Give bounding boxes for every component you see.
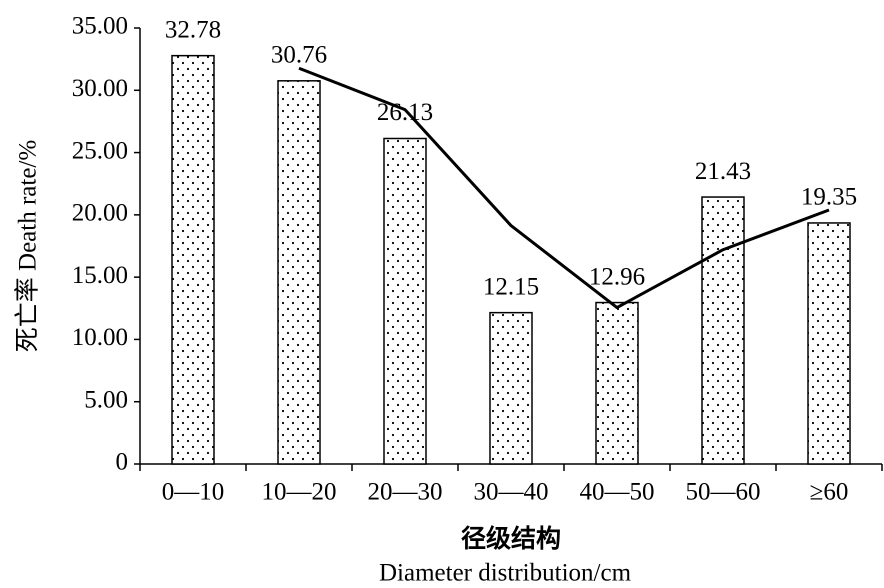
bar bbox=[171, 54, 215, 465]
bar bbox=[489, 311, 533, 465]
x-axis-label-en: Diameter distribution/cm bbox=[379, 560, 632, 587]
bar bbox=[701, 196, 745, 465]
y-tick-label: 10.00 bbox=[72, 324, 128, 351]
data-label: 12.15 bbox=[483, 273, 539, 300]
bar bbox=[277, 80, 321, 465]
y-tick-label: 0 bbox=[116, 449, 129, 476]
y-tick-label: 20.00 bbox=[72, 200, 128, 227]
x-axis-label: 径级结构 bbox=[461, 524, 561, 553]
bar bbox=[383, 137, 427, 465]
y-tick-label: 15.00 bbox=[72, 262, 128, 289]
x-tick-label: 40—50 bbox=[580, 479, 655, 506]
bar bbox=[595, 301, 639, 465]
data-label: 12.96 bbox=[589, 263, 645, 290]
data-label: 19.35 bbox=[801, 184, 857, 211]
y-axis-label: 死亡率 Death rate/% bbox=[14, 140, 42, 352]
x-tick-label: 20—30 bbox=[368, 479, 443, 506]
data-label: 32.78 bbox=[165, 16, 221, 43]
y-tick-label: 30.00 bbox=[72, 75, 128, 102]
y-tick-label: 5.00 bbox=[84, 386, 128, 413]
y-tick-label: 25.00 bbox=[72, 137, 128, 164]
trend-line bbox=[298, 66, 830, 310]
data-label: 21.43 bbox=[695, 158, 751, 185]
bar bbox=[807, 222, 851, 465]
y-tick-label: 35.00 bbox=[72, 13, 128, 40]
x-tick-label: 10—20 bbox=[262, 479, 337, 506]
x-tick-label: 50—60 bbox=[686, 479, 761, 506]
data-label: 30.76 bbox=[271, 42, 327, 69]
x-tick-label: 30—40 bbox=[474, 479, 549, 506]
x-tick-label: 0—10 bbox=[162, 479, 225, 506]
x-tick-label: ≥60 bbox=[810, 479, 849, 506]
